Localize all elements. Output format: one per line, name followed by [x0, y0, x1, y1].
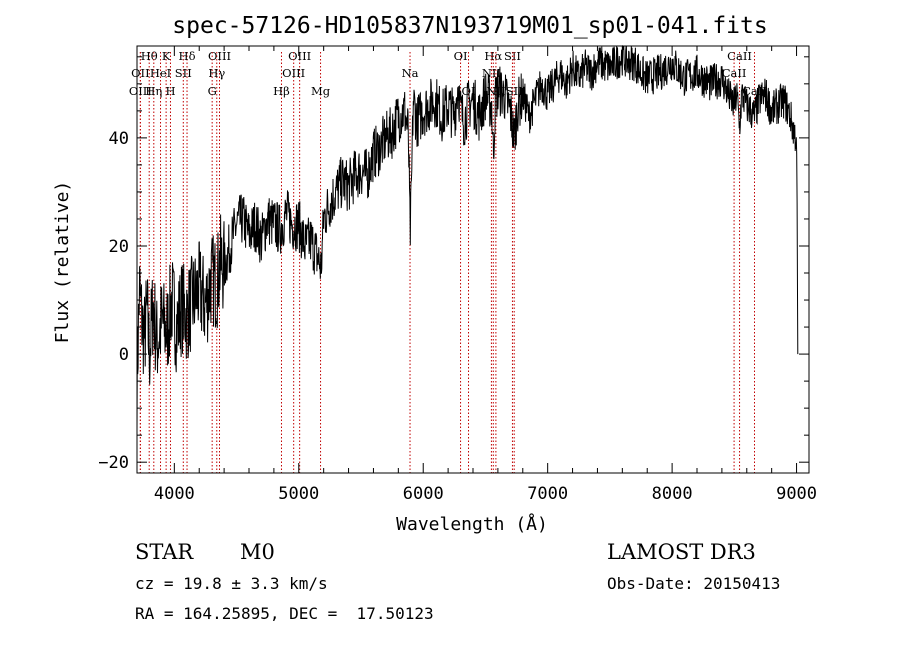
- y-tick-label: 20: [109, 237, 129, 257]
- spectral-line-label: HeI: [150, 66, 171, 80]
- obs-date-text: Obs-Date: 20150413: [607, 574, 781, 593]
- redshift-text: cz = 19.8 ± 3.3 km/s: [135, 574, 328, 593]
- spectral-line-label: Na: [402, 66, 419, 80]
- spectral-line-label: CaII: [727, 49, 752, 63]
- y-tick-label: 0: [119, 345, 129, 365]
- spectral-line-label: OIII: [208, 49, 231, 63]
- spectral-line-label: Hθ: [141, 49, 158, 63]
- spectral-line-label: K: [162, 49, 171, 63]
- y-axis-label: Flux (relative): [52, 181, 73, 344]
- spectral-line-label: SII: [504, 49, 521, 63]
- spectral-line-label: H: [165, 84, 175, 98]
- x-tick-label: 8000: [652, 484, 693, 504]
- x-tick-label: 7000: [527, 484, 568, 504]
- spectral-line-label: Mg: [311, 84, 331, 98]
- object-subclass: M0: [240, 540, 275, 564]
- spectral-line-label: G: [208, 84, 217, 98]
- spectral-line-label: OIII: [288, 49, 311, 63]
- spectral-line-label: Hη: [145, 84, 162, 98]
- x-tick-label: 6000: [403, 484, 444, 504]
- survey-name: LAMOST DR3: [607, 540, 756, 564]
- x-tick-label: 5000: [278, 484, 319, 504]
- spectral-line-label: SII: [175, 66, 192, 80]
- spectral-line-label: Hα: [484, 49, 502, 63]
- spectral-line-label: OIII: [129, 84, 152, 98]
- spectral-line-label: OI: [454, 49, 468, 63]
- y-tick-label: 40: [109, 129, 129, 149]
- spectral-line-label: CaII: [722, 66, 747, 80]
- chart-title: spec-57126-HD105837N193719M01_sp01-041.f…: [172, 13, 767, 39]
- x-tick-label: 9000: [776, 484, 817, 504]
- spectral-line-label: Hγ: [208, 66, 225, 80]
- object-class: STAR: [135, 540, 194, 564]
- spectrum-series-line: [136, 45, 799, 430]
- spectral-line-label: Hδ: [179, 49, 196, 63]
- radec-text: RA = 164.25895, DEC = 17.50123: [135, 604, 434, 623]
- spectral-line-label: Hβ: [273, 84, 290, 98]
- x-tick-label: 4000: [154, 484, 195, 504]
- plot-frame: [136, 45, 810, 474]
- spectral-line-label: OIII: [282, 66, 305, 80]
- y-tick-label: −20: [98, 453, 129, 473]
- x-axis-label: Wavelength (Å): [396, 513, 548, 535]
